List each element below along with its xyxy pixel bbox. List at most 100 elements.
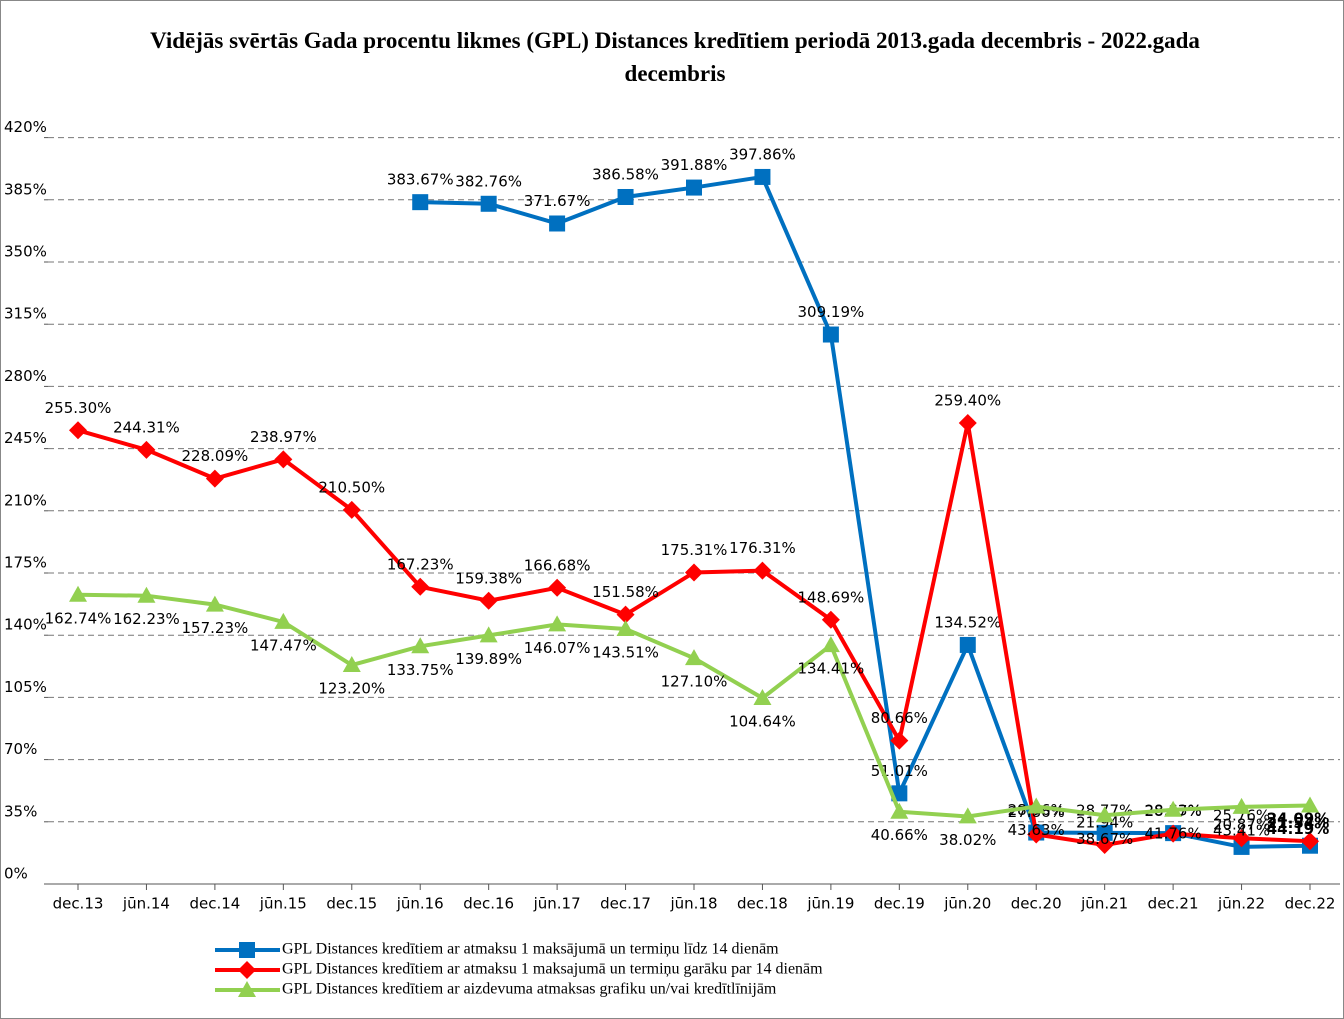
series-line [420,174,1311,849]
x-tick-label: jūn.22 [1217,895,1265,913]
marker [411,637,430,654]
marker [412,194,429,211]
x-tick-label: dec.22 [1285,895,1336,913]
x-tick-label: dec.14 [189,895,240,913]
x-tick-label: dec.21 [1148,895,1199,913]
series-line [77,592,1311,819]
marker [1232,797,1251,814]
data-label: 139.89% [455,650,522,668]
marker [342,500,361,519]
data-label: 38.02% [939,831,996,849]
x-tick-label: dec.15 [326,895,377,913]
marker [479,626,498,643]
chart-title: Vidējās svērtās Gada procentu likmes (GP… [150,28,1200,86]
y-tick-label: 140% [4,616,47,634]
marker [686,179,702,196]
marker [958,414,977,433]
marker [1232,829,1251,848]
data-label: 228.09% [182,447,249,465]
y-tick-label: 245% [4,429,47,447]
x-tick-label: dec.16 [463,895,514,913]
marker [205,595,224,612]
data-label: 104.64% [729,713,796,731]
marker [890,731,909,750]
marker [1301,796,1319,813]
marker [821,636,840,653]
marker [1164,824,1183,843]
y-tick-label: 105% [4,678,47,696]
x-tick-label: dec.19 [874,895,925,913]
data-label: 44.19% [1267,820,1329,838]
data-label: 162.23% [113,610,180,628]
marker [238,961,256,979]
marker [1301,832,1319,851]
x-tick-label: dec.17 [600,895,651,913]
data-label: 147.47% [250,636,317,654]
marker [959,636,976,653]
marker [1095,806,1114,823]
y-tick-label: 385% [4,180,47,198]
marker [274,450,293,469]
data-label: 38.67% [1076,830,1133,848]
marker [137,440,156,459]
y-tick-label: 0% [4,865,28,883]
legend: GPL Distances kredītiem ar atmaksu 1 mak… [215,941,823,998]
data-label: 383.67% [387,171,454,189]
legend-label: GPL Distances kredītiem ar atmaksu 1 mak… [282,961,823,978]
data-label: 151.58% [592,583,659,601]
legend-label: GPL Distances kredītiem ar atmaksu 1 mak… [282,941,779,958]
x-tick-label: jūn.17 [533,895,581,913]
data-label: 244.31% [113,418,180,436]
marker [685,563,703,582]
marker [1027,825,1046,844]
marker [548,578,567,597]
marker [549,215,566,232]
data-label: 255.30% [45,399,112,417]
data-label: 210.50% [318,478,385,496]
x-tick-label: jūn.16 [396,895,444,913]
data-label: 148.69% [798,588,865,606]
x-tick-label: jūn.14 [122,895,170,913]
data-label: 134.52% [934,613,1001,631]
data-label: 40.66% [871,826,928,844]
x-tick-label: jūn.20 [943,895,991,913]
data-label: 123.20% [318,680,385,698]
data-label: 157.23% [182,619,249,637]
y-tick-label: 420% [4,118,47,136]
data-label: 127.10% [661,673,728,691]
y-tick-label: 280% [4,367,47,385]
data-label: 159.38% [455,569,522,587]
x-tick-label: jūn.19 [806,895,854,913]
data-label: 43.41% [1213,821,1270,839]
y-tick-label: 35% [4,802,37,820]
marker [137,586,156,603]
marker [753,689,772,706]
marker [239,942,255,958]
marker [238,981,256,997]
y-tick-label: 350% [4,243,47,261]
data-label: 21.54% [1267,814,1329,832]
data-label: 259.40% [934,392,1001,410]
x-tick-label: jūn.15 [259,895,307,913]
data-label: 176.31% [729,539,796,557]
legend-label: GPL Distances kredītiem ar aizdevuma atm… [282,981,777,998]
marker [1095,836,1114,855]
x-tick-label: dec.18 [737,895,788,913]
marker [411,577,430,596]
marker [205,469,224,488]
marker [1096,824,1113,841]
marker [548,615,567,632]
data-label: 397.86% [729,145,796,163]
data-label: 167.23% [387,555,454,573]
series-line [77,422,1311,848]
marker [1164,800,1183,817]
marker [480,195,497,212]
data-label: 162.74% [45,609,112,627]
marker [69,585,87,602]
marker [890,802,909,819]
data-label: 24.09% [1267,810,1329,828]
x-tick-label: dec.20 [1011,895,1062,913]
y-tick-label: 315% [4,305,47,323]
data-label: 166.68% [524,556,591,574]
